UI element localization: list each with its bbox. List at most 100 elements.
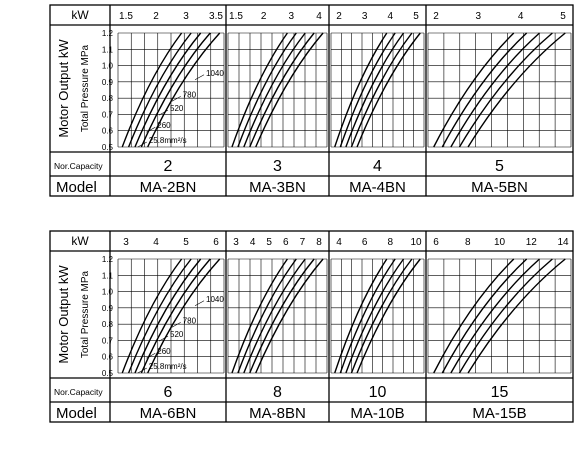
viscosity-curve-label: 520 <box>170 330 184 339</box>
kw-tick-label: 4 <box>250 237 256 248</box>
viscosity-curve-3 <box>243 32 306 148</box>
kw-tick-label: 2 <box>261 11 267 22</box>
viscosity-curve-label: 25.8mm²/s <box>149 136 187 145</box>
viscosity-curve-2 <box>441 32 528 148</box>
chart-ma-15b: 6 8 10 12 14 15 MA-15B <box>427 237 572 422</box>
curve-label-leader <box>146 352 156 359</box>
viscosity-curve-1 <box>121 258 183 374</box>
viscosity-curve-label: 1040 <box>206 295 224 304</box>
curve-label-leader <box>194 300 205 307</box>
kw-tick-label: 4 <box>153 237 159 248</box>
viscosity-curve-4 <box>458 258 553 374</box>
viscosity-curve-label: 520 <box>170 104 184 113</box>
viscosity-curve-5 <box>467 258 566 374</box>
viscosity-curve-2 <box>237 258 297 374</box>
viscosity-curve-2 <box>127 32 192 148</box>
viscosity-curve-5 <box>356 32 421 148</box>
model-name: MA-3BN <box>249 179 306 196</box>
kw-tick-label: 3 <box>476 11 482 22</box>
kw-axis-label: kW <box>71 8 89 22</box>
pressure-tick-label: 1.0 <box>102 288 114 297</box>
capacity-value: 4 <box>373 158 382 175</box>
motor-output-side-label: Motor Output kW <box>56 39 71 138</box>
curve-label-leader <box>158 109 169 116</box>
viscosity-curve-3 <box>450 258 541 374</box>
kw-tick-label: 14 <box>557 237 569 248</box>
pressure-tick-label: 0.8 <box>102 320 114 329</box>
chart-ma-2bn: 1.5 2 3 3.5 1040 780 520 260 25.8mm²/s 2 MA-2BN <box>117 11 224 196</box>
curve-label-leader <box>137 367 147 374</box>
pressure-tick-label: 0.6 <box>102 127 114 136</box>
capacity-value: 10 <box>369 384 387 401</box>
chart-ma-5bn: 2 3 4 5 5 MA-5BN <box>427 11 572 196</box>
model-name: MA-2BN <box>140 179 197 196</box>
total-pressure-axis-label: Total Pressure MPa <box>80 270 91 358</box>
viscosity-curve-1 <box>231 258 288 374</box>
viscosity-curve-5 <box>255 258 324 374</box>
viscosity-curve-3 <box>243 258 306 374</box>
model-name: MA-15B <box>472 405 526 422</box>
kw-tick-label: 3 <box>362 11 368 22</box>
kw-tick-label: 3 <box>233 237 239 248</box>
capacity-value: 8 <box>273 384 282 401</box>
model-name: MA-10B <box>350 405 404 422</box>
kw-tick-label: 3 <box>183 11 189 22</box>
viscosity-curve-label: 780 <box>183 90 197 99</box>
viscosity-curve-label: 260 <box>157 347 171 356</box>
pressure-tick-label: 0.7 <box>102 110 114 119</box>
total-pressure-axis-label: Total Pressure MPa <box>80 44 91 132</box>
viscosity-curve-1 <box>231 32 288 148</box>
chart-panel-1: kW Nor.Capacity Model Motor Output kW Total … <box>49 4 574 197</box>
viscosity-curve-2 <box>441 258 528 374</box>
model-row-label: Model <box>56 405 97 422</box>
viscosity-curve-4 <box>458 32 553 148</box>
pressure-tick-label: 0.7 <box>102 336 114 345</box>
kw-tick-label: 12 <box>526 237 538 248</box>
viscosity-curve-label: 25.8mm²/s <box>149 362 187 371</box>
viscosity-curve-1 <box>334 32 388 148</box>
viscosity-curve-1 <box>433 258 515 374</box>
viscosity-curve-5 <box>356 258 421 374</box>
viscosity-curve-5 <box>147 258 221 374</box>
capacity-value: 3 <box>273 158 282 175</box>
viscosity-curve-label: 260 <box>157 121 171 130</box>
viscosity-curve-2 <box>339 258 396 374</box>
kw-tick-label: 5 <box>560 11 566 22</box>
curve-label-leader <box>171 96 181 102</box>
chart-ma-6bn: 3 4 5 6 1040 780 520 260 25.8mm²/s 6 MA-6BN <box>117 237 224 422</box>
pressure-tick-label: 1.2 <box>102 255 114 264</box>
kw-tick-label: 3.5 <box>209 11 223 22</box>
kw-tick-label: 10 <box>410 237 422 248</box>
viscosity-curve-1 <box>433 32 515 148</box>
kw-tick-label: 4 <box>388 11 394 22</box>
pressure-tick-label: 0.8 <box>102 94 114 103</box>
chart-ma-4bn: 2 3 4 5 4 MA-4BN <box>330 11 425 196</box>
viscosity-curve-5 <box>467 32 566 148</box>
capacity-row-label: Nor.Capacity <box>54 387 103 397</box>
viscosity-curve-1 <box>121 32 183 148</box>
kw-tick-label: 2 <box>433 11 439 22</box>
curve-label-leader <box>137 141 147 148</box>
model-name: MA-6BN <box>140 405 197 422</box>
kw-tick-label: 6 <box>362 237 368 248</box>
viscosity-curve-label: 780 <box>183 316 197 325</box>
model-row-label: Model <box>56 179 97 196</box>
capacity-value: 6 <box>164 384 173 401</box>
pressure-tick-label: 1.1 <box>102 45 114 54</box>
chart-ma-10b: 4 6 8 10 10 MA-10B <box>330 237 425 422</box>
kw-tick-label: 5 <box>266 237 272 248</box>
kw-tick-label: 4 <box>336 237 342 248</box>
viscosity-curve-4 <box>140 258 211 374</box>
viscosity-curve-3 <box>345 258 405 374</box>
model-name: MA-4BN <box>349 179 406 196</box>
viscosity-curve-5 <box>147 32 221 148</box>
viscosity-curve-4 <box>249 32 315 148</box>
viscosity-curve-2 <box>237 32 297 148</box>
viscosity-curve-3 <box>450 32 541 148</box>
viscosity-curve-4 <box>350 32 413 148</box>
kw-axis-label: kW <box>71 234 89 248</box>
panel-frame <box>49 4 574 197</box>
kw-tick-label: 6 <box>433 237 439 248</box>
